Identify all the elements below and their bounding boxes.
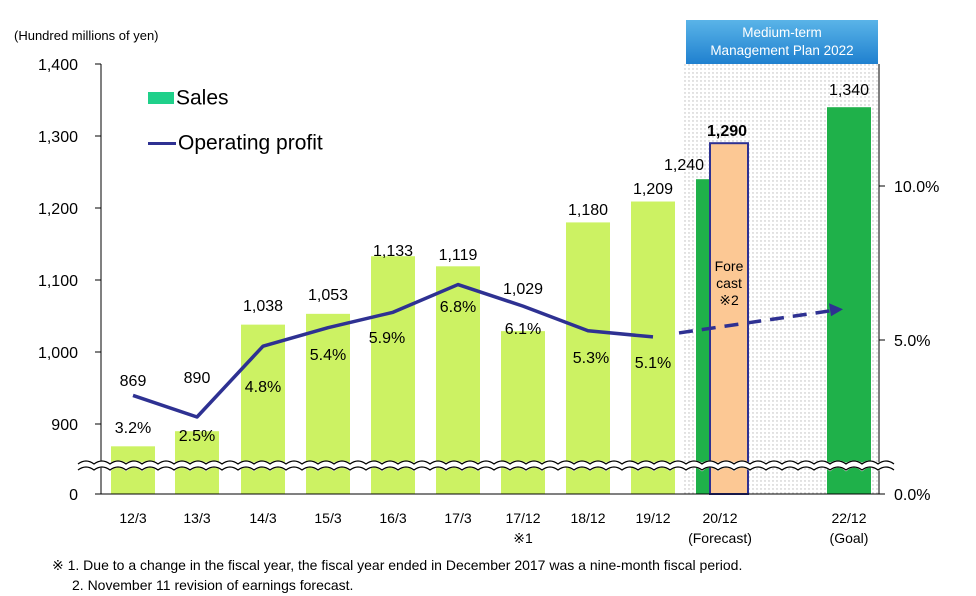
sales-value-label: 1,340 [829, 82, 869, 99]
plan-box-line1: Medium-term [742, 25, 822, 40]
x-tick-label: 17/3 [444, 510, 471, 526]
x-tick-label: 18/12 [570, 510, 605, 526]
sales-bar [631, 201, 675, 494]
sales-bar [566, 222, 610, 494]
x-tick-label: 12/3 [119, 510, 146, 526]
legend-sales-label: Sales [176, 86, 229, 110]
sales-bar [111, 446, 155, 494]
sales-value-label: 1,240 [664, 157, 704, 174]
x-tick-sublabel: (Goal) [830, 530, 869, 546]
x-tick-label: 14/3 [249, 510, 276, 526]
profit-line [132, 282, 654, 419]
legend-profit-line [148, 141, 176, 145]
profit-value-label: 4.8% [245, 379, 281, 396]
sales-value-label: 1,209 [633, 181, 673, 198]
forecast-inner-text: cast [716, 275, 742, 291]
legend-sales: Sales [148, 86, 229, 110]
x-tick-sublabel: (Forecast) [688, 530, 752, 546]
legend-profit: Operating profit [148, 131, 323, 155]
axis-break-line [77, 466, 895, 471]
forecast-value-label: 1,290 [707, 123, 747, 140]
legend-sales-swatch [148, 92, 174, 105]
left-tick-label: 1,400 [38, 57, 78, 74]
x-tick-sublabel: ※1 [513, 530, 533, 546]
plan-box-line2: Management Plan 2022 [710, 43, 854, 58]
forecast-inner-text: ※2 [719, 292, 739, 308]
sales-value-label: 890 [184, 370, 211, 387]
sales-bar [371, 256, 415, 494]
profit-value-label: 6.8% [440, 299, 476, 316]
footnote-2: 2. November 11 revision of earnings fore… [72, 577, 354, 593]
legend-profit-label: Operating profit [178, 131, 323, 155]
left-tick-label: 900 [51, 417, 78, 434]
right-tick-label: 0.0% [894, 487, 930, 504]
left-tick-label: 1,100 [38, 273, 78, 290]
profit-value-label: 5.9% [369, 330, 405, 347]
sales-value-label: 869 [120, 373, 147, 390]
x-tick-label: 13/3 [183, 510, 210, 526]
forecast-bar [709, 142, 749, 495]
sales-value-label: 1,053 [308, 287, 348, 304]
sales-value-label: 1,029 [503, 281, 543, 298]
left-tick-label: 1,000 [38, 345, 78, 362]
profit-value-label: 5.4% [310, 347, 346, 364]
profit-value-label: 5.1% [635, 355, 671, 372]
sales-bar [241, 324, 285, 494]
sales-value-label: 1,119 [439, 247, 478, 264]
axis-break-line [77, 460, 895, 465]
x-tick-label: 20/12 [702, 510, 737, 526]
sales-bar [696, 179, 710, 494]
sales-value-label: 1,038 [243, 298, 283, 315]
left-axis-unit: (Hundred millions of yen) [14, 28, 159, 43]
right-tick-label: 5.0% [894, 333, 930, 350]
profit-projection-arrow [829, 303, 843, 317]
left-tick-label: 1,200 [38, 201, 78, 218]
left-tick-label: 0 [69, 487, 78, 504]
axis-break-mask [75, 460, 897, 472]
x-tick-label: 15/3 [314, 510, 341, 526]
profit-value-label: 2.5% [179, 428, 215, 445]
left-tick-label: 1,300 [38, 129, 78, 146]
profit-projection-line [678, 308, 832, 335]
x-tick-label: 16/3 [379, 510, 406, 526]
forecast-inner-text: Fore [715, 258, 744, 274]
x-tick-label: 17/12 [505, 510, 540, 526]
plan-box: Medium-term Management Plan 2022 [686, 20, 878, 64]
sales-bar [436, 266, 480, 494]
sales-value-label: 1,180 [568, 202, 608, 219]
x-tick-label: 22/12 [831, 510, 866, 526]
profit-value-label: 3.2% [115, 420, 151, 437]
profit-value-label: 5.3% [573, 350, 609, 367]
right-tick-label: 10.0% [894, 179, 939, 196]
x-tick-label: 19/12 [635, 510, 670, 526]
sales-bar [827, 107, 871, 494]
sales-value-label: 1,133 [373, 243, 413, 260]
footnote-1: ※ 1. Due to a change in the fiscal year,… [52, 557, 743, 573]
profit-value-label: 6.1% [505, 321, 541, 338]
